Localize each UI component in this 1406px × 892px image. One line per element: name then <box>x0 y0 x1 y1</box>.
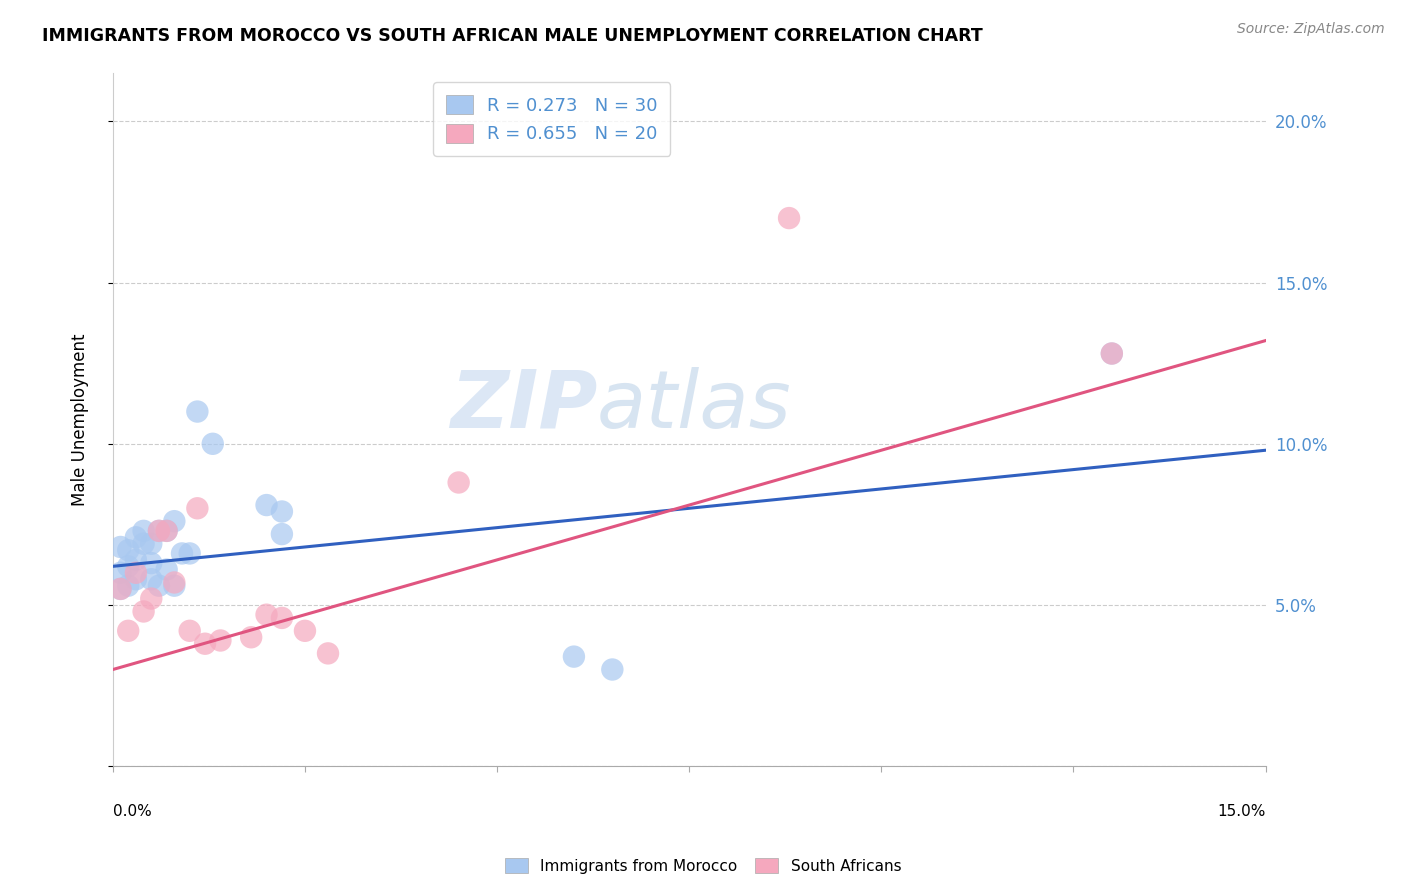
Point <box>271 527 294 541</box>
Point <box>132 605 155 619</box>
Legend: Immigrants from Morocco, South Africans: Immigrants from Morocco, South Africans <box>499 852 907 880</box>
Point <box>602 663 624 677</box>
Legend: R = 0.273   N = 30, R = 0.655   N = 20: R = 0.273 N = 30, R = 0.655 N = 20 <box>433 82 671 156</box>
Point <box>117 624 139 638</box>
Point <box>110 540 132 554</box>
Y-axis label: Male Unemployment: Male Unemployment <box>72 334 89 506</box>
Point <box>125 572 148 586</box>
Point <box>148 524 170 538</box>
Point <box>179 624 201 638</box>
Text: 15.0%: 15.0% <box>1218 805 1265 820</box>
Point <box>209 633 232 648</box>
Point <box>156 524 179 538</box>
Point <box>125 530 148 544</box>
Point <box>271 504 294 518</box>
Point <box>141 572 163 586</box>
Point <box>141 537 163 551</box>
Point <box>110 566 132 580</box>
Point <box>141 556 163 570</box>
Point <box>201 437 224 451</box>
Point <box>117 579 139 593</box>
Text: ZIP: ZIP <box>450 367 598 445</box>
Point <box>148 579 170 593</box>
Point <box>163 575 186 590</box>
Point <box>125 553 148 567</box>
Point <box>179 546 201 560</box>
Point <box>240 630 263 644</box>
Point <box>186 404 208 418</box>
Point <box>778 211 800 225</box>
Point <box>256 607 278 622</box>
Point <box>117 543 139 558</box>
Point <box>186 501 208 516</box>
Point <box>156 524 179 538</box>
Point <box>110 582 132 596</box>
Point <box>141 591 163 606</box>
Point <box>256 498 278 512</box>
Point <box>110 582 132 596</box>
Text: IMMIGRANTS FROM MOROCCO VS SOUTH AFRICAN MALE UNEMPLOYMENT CORRELATION CHART: IMMIGRANTS FROM MOROCCO VS SOUTH AFRICAN… <box>42 27 983 45</box>
Point <box>148 524 170 538</box>
Text: atlas: atlas <box>598 367 792 445</box>
Point <box>170 546 193 560</box>
Point <box>163 514 186 528</box>
Text: Source: ZipAtlas.com: Source: ZipAtlas.com <box>1237 22 1385 37</box>
Point <box>1101 346 1123 360</box>
Point <box>194 637 217 651</box>
Point <box>132 537 155 551</box>
Point <box>447 475 470 490</box>
Point <box>271 611 294 625</box>
Point <box>132 524 155 538</box>
Point <box>562 649 585 664</box>
Point <box>125 566 148 580</box>
Point <box>163 579 186 593</box>
Point <box>316 646 339 660</box>
Point <box>294 624 316 638</box>
Point <box>156 563 179 577</box>
Point <box>1101 346 1123 360</box>
Point <box>117 559 139 574</box>
Text: 0.0%: 0.0% <box>112 805 152 820</box>
